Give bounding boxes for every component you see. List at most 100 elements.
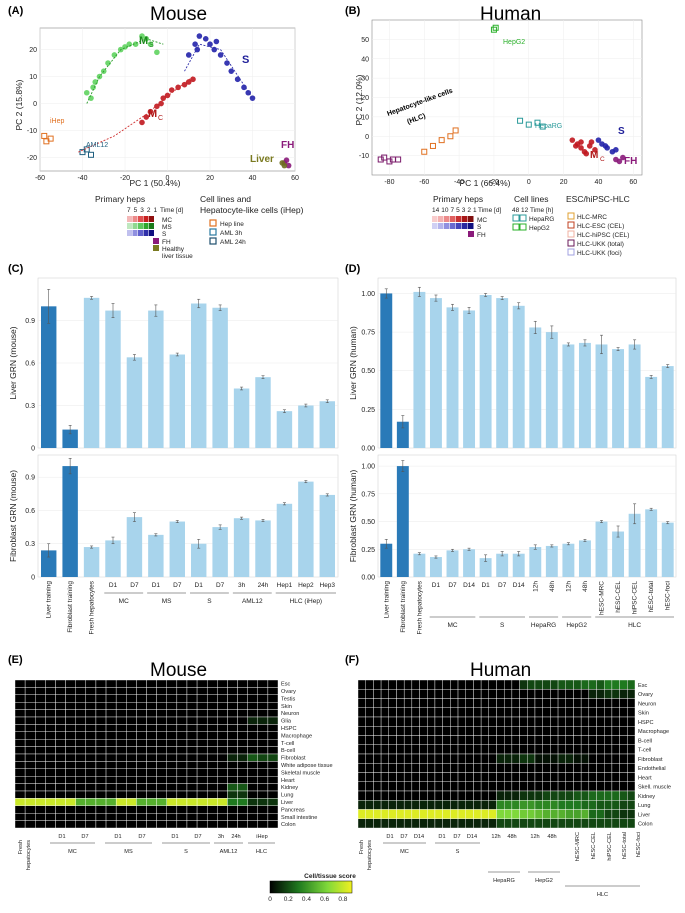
heat-cell-12-7 <box>411 790 420 801</box>
heat-cell-1-18 <box>196 687 208 696</box>
annot-liver: Liver <box>250 154 274 165</box>
heat-cell-9-14 <box>465 763 474 773</box>
heat-cell-18-25 <box>267 813 279 821</box>
heat-cell-16-18 <box>196 798 208 807</box>
heat-cell-17-13 <box>146 805 157 814</box>
bar-y-tick-0: 0.00 <box>361 446 375 453</box>
heat-cell-10-18 <box>496 772 505 782</box>
y-tick-4: 20 <box>29 47 37 54</box>
heat-cell-1-14 <box>465 689 474 699</box>
heat-cell-0-31 <box>596 679 605 690</box>
legend-human: Primary heps 14 10 7 5 3 2 1 Time [d] MC S FH … <box>432 194 630 257</box>
heat-cell-0-19 <box>503 679 513 690</box>
heat-cell-10-22 <box>527 772 536 782</box>
heat-cell-4-23 <box>534 716 543 727</box>
heat-cell-5-5 <box>396 726 405 736</box>
heat-cell-2-11 <box>126 694 137 703</box>
legend-a-healthy: Healthy <box>162 246 185 253</box>
heat-cell-6-13 <box>146 724 157 733</box>
heat-cell-9-15 <box>473 763 482 773</box>
heat-cell-10-27 <box>565 772 574 782</box>
heat-cell-14-31 <box>596 809 605 819</box>
heat-cell-10-9 <box>105 753 117 762</box>
heat-cell-12-19 <box>503 790 513 801</box>
heat-cell-0-24 <box>542 679 551 690</box>
heat-cell-0-24 <box>257 679 269 688</box>
heat-cell-14-12 <box>450 809 459 819</box>
heat-cell-2-14 <box>156 694 167 703</box>
heat-cell-18-8 <box>95 813 107 821</box>
heat-cell-14-23 <box>247 783 258 792</box>
bar-x-label-6: D1 <box>481 582 490 589</box>
heat-cell-12-22 <box>237 768 248 777</box>
heat-cell-10-16 <box>176 753 188 762</box>
bar-plot-area <box>377 277 677 449</box>
heat-cell-2-11 <box>442 698 451 708</box>
heat-cell-11-31 <box>596 781 605 792</box>
annot-mc-sub: C <box>158 115 163 122</box>
heat-cell-12-16 <box>480 790 490 801</box>
panel-a-ylabel: PC 2 (15.8%) <box>14 79 24 130</box>
heat-cell-6-10 <box>115 724 127 733</box>
heat-cell-0-7 <box>85 679 97 688</box>
heat-cell-1-1 <box>365 689 374 699</box>
heat-cell-2-23 <box>247 694 258 703</box>
heat-cell-13-23 <box>534 800 543 810</box>
bar-y-tick-3: 0.75 <box>361 491 375 498</box>
heat-cell-6-19 <box>503 735 513 745</box>
heat-cell-7-28 <box>573 744 582 755</box>
heat-cell-0-13 <box>146 679 157 688</box>
heat-cell-12-5 <box>65 768 76 777</box>
point-HLC-1 <box>381 154 388 161</box>
heat-cell-8-15 <box>473 753 482 764</box>
heat-cell-12-25 <box>550 790 559 801</box>
heat-cell-8-33 <box>611 753 620 764</box>
heat-cell-2-0 <box>357 698 366 708</box>
heat-cell-13-8 <box>95 776 107 784</box>
heat-cell-11-7 <box>85 761 97 770</box>
heat-cell-4-3 <box>45 709 56 718</box>
heat-cell-1-11 <box>126 687 137 696</box>
heat-cell-5-10 <box>115 716 127 725</box>
point-MS-8 <box>92 79 99 85</box>
heat-cell-9-0 <box>357 763 366 773</box>
heat-x-label-6: D1 <box>171 834 178 840</box>
heat-cell-6-6 <box>403 735 413 745</box>
heat-cell-10-10 <box>115 753 127 762</box>
heat-cell-9-19 <box>206 746 218 755</box>
heat-cell-15-21 <box>519 818 528 829</box>
heat-cell-0-8 <box>419 679 428 690</box>
heat-cell-11-0 <box>14 761 26 770</box>
heat-cell-12-2 <box>35 768 46 777</box>
heat-cell-3-4 <box>388 707 397 718</box>
heat-cell-6-29 <box>580 735 590 745</box>
bar-7 <box>191 303 207 448</box>
heat-row-label-6: B-cell <box>638 738 652 744</box>
heat-cell-11-16 <box>176 761 188 770</box>
heat-cell-0-8 <box>95 679 107 688</box>
heat-cell-15-2 <box>373 818 382 829</box>
heat-cell-11-35 <box>627 781 636 792</box>
heat-cell-0-17 <box>186 679 198 688</box>
heat-cell-3-11 <box>126 702 137 710</box>
bar-10 <box>255 377 271 448</box>
heat-cell-13-23 <box>247 776 258 784</box>
heat-cell-15-6 <box>403 818 413 829</box>
heat-cell-4-13 <box>457 716 466 727</box>
heat-cell-5-29 <box>580 726 590 736</box>
heat-cell-11-23 <box>534 781 543 792</box>
heat-cell-8-21 <box>519 753 528 764</box>
heat-cell-12-7 <box>85 768 97 777</box>
heat-cell-7-20 <box>511 744 520 755</box>
heat-cell-10-30 <box>588 772 597 782</box>
heat-cell-15-10 <box>434 818 443 829</box>
heat-cell-14-11 <box>126 783 137 792</box>
heat-cell-17-19 <box>206 805 218 814</box>
y-tick-0: -20 <box>27 155 37 162</box>
heat-cell-6-25 <box>267 724 279 733</box>
heat-cell-5-24 <box>257 716 269 725</box>
heat-cell-2-27 <box>565 698 574 708</box>
heat-cell-11-15 <box>166 761 178 770</box>
heat-cell-0-10 <box>434 679 443 690</box>
